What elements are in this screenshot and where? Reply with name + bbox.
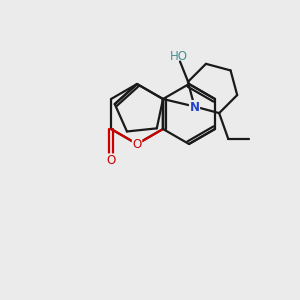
Text: HO: HO <box>169 50 188 63</box>
Text: N: N <box>190 100 200 114</box>
Text: O: O <box>106 154 116 167</box>
Text: O: O <box>132 138 142 151</box>
